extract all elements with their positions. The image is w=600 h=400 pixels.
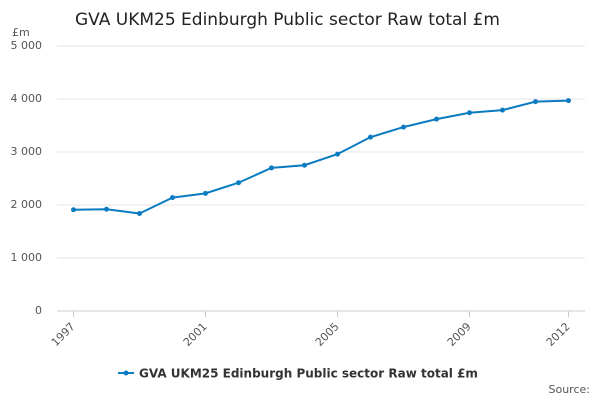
data-point xyxy=(137,210,142,216)
y-unit: £m xyxy=(12,26,30,39)
data-point xyxy=(434,116,439,122)
x-tick-label: 2001 xyxy=(181,320,210,349)
data-point xyxy=(335,151,340,157)
y-tick-label: 4 000 xyxy=(11,92,43,105)
legend-marker xyxy=(123,370,129,376)
y-tick-label: 0 xyxy=(35,304,42,317)
x-tick-label: 2009 xyxy=(445,320,474,349)
data-point xyxy=(302,162,307,168)
data-point xyxy=(533,99,538,105)
y-tick-label: 5 000 xyxy=(11,39,43,52)
data-point xyxy=(467,110,472,116)
legend-label: GVA UKM25 Edinburgh Public sector Raw to… xyxy=(139,367,478,381)
x-tick-label: 1997 xyxy=(49,320,78,349)
data-point xyxy=(236,180,241,186)
data-point xyxy=(401,124,406,130)
data-point xyxy=(566,98,571,104)
data-point xyxy=(170,195,175,201)
y-tick-label: 1 000 xyxy=(11,251,43,264)
data-point xyxy=(500,107,505,113)
data-point xyxy=(104,206,109,212)
chart-title: GVA UKM25 Edinburgh Public sector Raw to… xyxy=(75,10,500,30)
data-point xyxy=(71,207,76,213)
y-tick-label: 2 000 xyxy=(11,198,43,211)
data-point xyxy=(203,190,208,196)
series-line xyxy=(73,99,569,215)
data-point xyxy=(368,134,373,140)
y-tick-label: 3 000 xyxy=(11,145,43,158)
data-point xyxy=(269,165,274,171)
source: Source: xyxy=(549,383,591,396)
x-tick-label: 2005 xyxy=(313,320,342,349)
x-tick-label: 2012 xyxy=(544,320,573,349)
